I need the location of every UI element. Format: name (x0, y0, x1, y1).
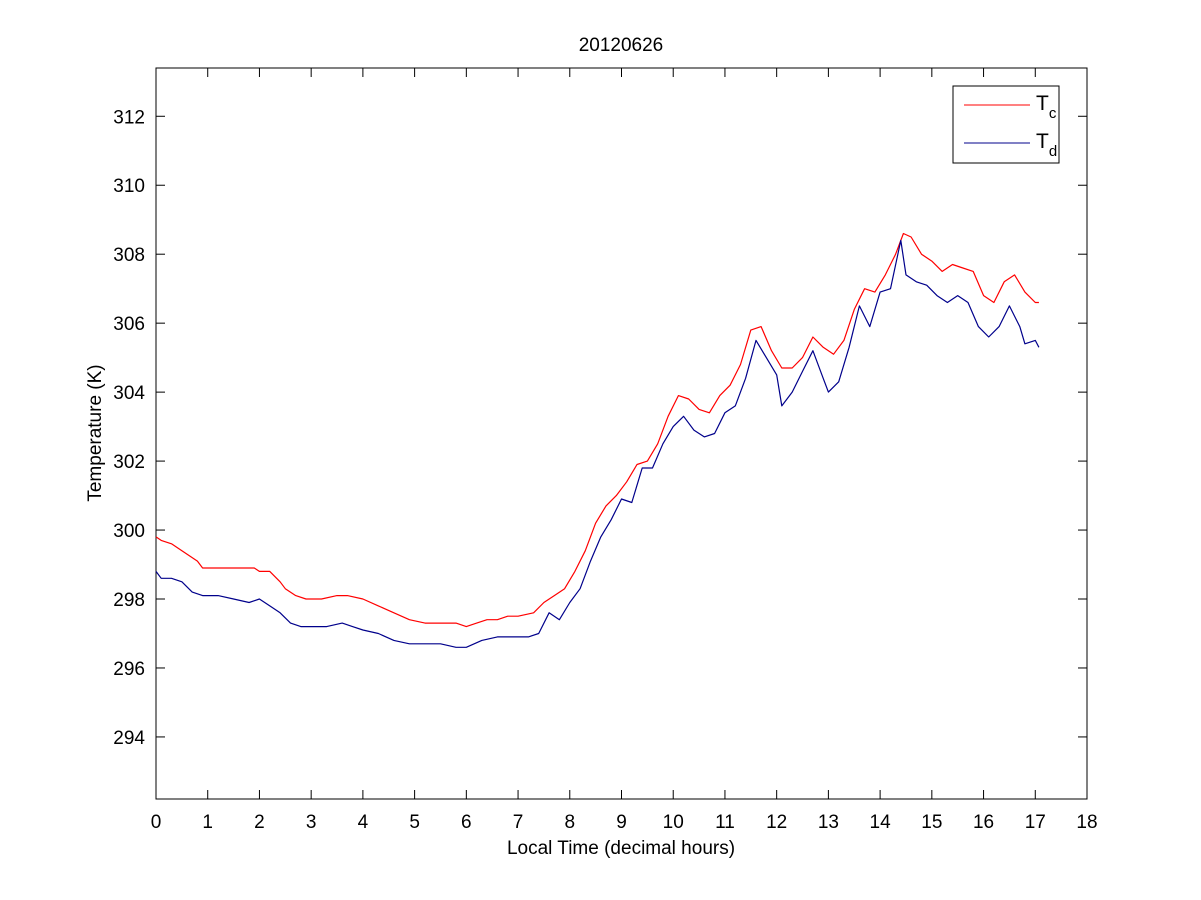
legend-entry-td: Td (1036, 130, 1057, 160)
series-line-tc (155, 232, 1039, 628)
x-axis-label: Local Time (decimal hours) (507, 838, 735, 859)
legend-box (952, 85, 1060, 164)
legend: Tc Td (952, 85, 1060, 164)
y-tick-label: 304 (113, 383, 145, 404)
x-tick-label: 14 (870, 812, 892, 833)
legend-entry-td-sub: d (1049, 143, 1057, 160)
x-tick-label: 12 (766, 812, 787, 833)
x-tick-label: 1 (202, 812, 213, 833)
x-tick-label: 16 (973, 812, 994, 833)
x-tick-label: 15 (921, 812, 942, 833)
chart-title: 20120626 (579, 35, 664, 56)
x-tick-label: 3 (306, 812, 317, 833)
legend-entry-td-base: T (1036, 130, 1049, 153)
y-tick-label: 294 (113, 728, 145, 749)
series-line-td (155, 239, 1040, 648)
y-tick-label: 308 (113, 245, 145, 266)
y-tick-label: 312 (113, 107, 145, 128)
y-tick-label: 296 (113, 659, 145, 680)
y-tick-label: 298 (113, 590, 145, 611)
x-tick-label: 17 (1025, 812, 1046, 833)
x-tick-label: 9 (616, 812, 627, 833)
x-tick-label: 11 (715, 812, 735, 833)
y-axis-label: Temperature (K) (85, 364, 106, 501)
x-tick-label: 8 (564, 812, 575, 833)
x-tick-label: 13 (818, 812, 839, 833)
axes-frame (155, 67, 1088, 800)
x-tick-label: 18 (1076, 812, 1097, 833)
legend-entry-tc-sub: c (1049, 105, 1057, 122)
series-layer (155, 232, 1040, 648)
y-tick-label: 306 (113, 314, 145, 335)
legend-entry-tc-base: T (1036, 92, 1049, 115)
ticks-layer: 0 1 2 3 4 5 6 7 8 9 10 11 12 13 14 15 16 17 18294296298300… (113, 68, 1098, 833)
x-tick-label: 7 (513, 812, 524, 833)
x-tick-label: 4 (358, 812, 369, 833)
legend-entry-tc: Tc (1036, 92, 1057, 122)
x-tick-label: 6 (461, 812, 472, 833)
x-tick-label: 2 (254, 812, 265, 833)
y-tick-label: 300 (113, 521, 145, 542)
x-tick-label: 5 (409, 812, 420, 833)
x-tick-label: 10 (663, 812, 684, 833)
y-tick-label: 310 (113, 176, 145, 197)
y-tick-label: 302 (113, 452, 145, 473)
x-tick-label: 0 (151, 812, 162, 833)
